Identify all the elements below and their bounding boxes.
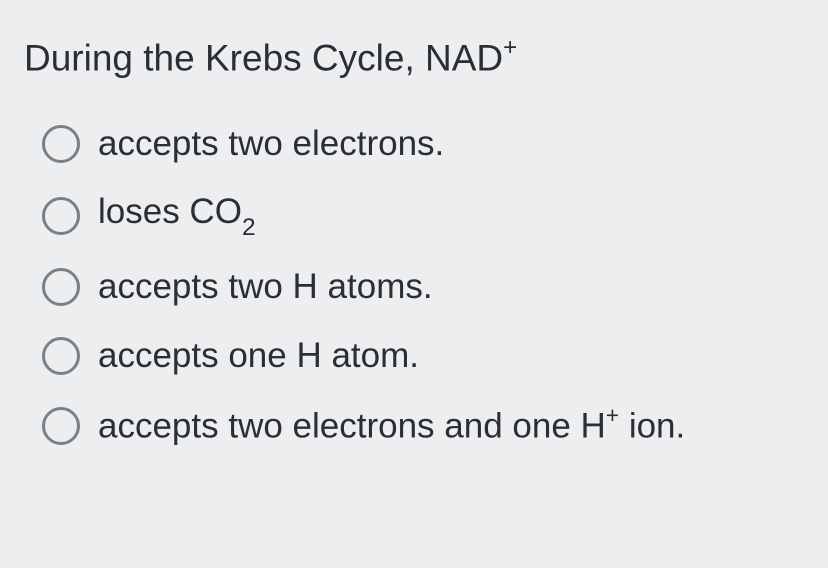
option-1[interactable]: accepts two electrons.: [42, 125, 804, 164]
option-5-text-pre: accepts two electrons and one H: [98, 407, 606, 446]
option-5[interactable]: accepts two electrons and one H+ ion.: [42, 405, 804, 446]
option-3-label: accepts two H atoms.: [98, 268, 433, 307]
option-4[interactable]: accepts one H atom.: [42, 337, 804, 376]
option-1-text: accepts two electrons.: [98, 124, 444, 163]
option-4-text: accepts one H atom.: [98, 336, 419, 375]
question-superscript: +: [503, 34, 517, 61]
option-2-label: loses CO2: [98, 193, 256, 238]
radio-icon[interactable]: [42, 197, 80, 235]
option-5-text-post: ion.: [619, 407, 685, 446]
radio-icon[interactable]: [42, 125, 80, 163]
options-group: accepts two electrons. loses CO2 accepts…: [24, 125, 804, 447]
option-2-sub: 2: [242, 214, 256, 241]
radio-icon[interactable]: [42, 268, 80, 306]
option-4-label: accepts one H atom.: [98, 337, 419, 376]
option-1-label: accepts two electrons.: [98, 125, 444, 164]
option-5-sup: +: [606, 402, 619, 428]
option-3[interactable]: accepts two H atoms.: [42, 268, 804, 307]
question-stem: During the Krebs Cycle, NAD+: [24, 36, 804, 81]
option-2[interactable]: loses CO2: [42, 193, 804, 238]
radio-icon[interactable]: [42, 407, 80, 445]
question-container: During the Krebs Cycle, NAD+ accepts two…: [0, 0, 828, 446]
option-5-label: accepts two electrons and one H+ ion.: [98, 405, 685, 446]
option-2-text-pre: loses CO: [98, 192, 242, 231]
radio-icon[interactable]: [42, 337, 80, 375]
question-text: During the Krebs Cycle, NAD: [24, 37, 503, 78]
option-3-text: accepts two H atoms.: [98, 267, 433, 306]
